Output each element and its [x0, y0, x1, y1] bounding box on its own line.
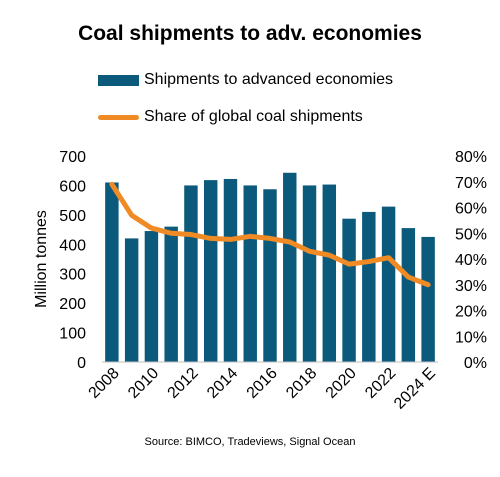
- bar-2011: [164, 226, 178, 362]
- bar-2019: [322, 184, 337, 362]
- legend-label-shipments: Shipments to advanced economies: [144, 71, 394, 88]
- y-tick-right: 20%: [455, 304, 487, 321]
- y-tick-left: 600: [59, 178, 86, 195]
- bar-2022: [381, 206, 396, 362]
- x-tick-label: 2016: [244, 365, 281, 402]
- bar-2017: [283, 172, 297, 362]
- y-tick-right: 40%: [455, 252, 487, 269]
- bar-2009: [124, 238, 139, 362]
- x-tick-label: 2014: [204, 365, 241, 402]
- y-tick-right: 80%: [455, 149, 487, 166]
- legend: Shipments to advanced economies Share of…: [98, 68, 393, 142]
- bar-2008: [105, 182, 119, 362]
- bar-2021: [362, 211, 376, 362]
- y-tick-left: 100: [59, 326, 86, 343]
- y-tick-right: 50%: [455, 226, 487, 243]
- bar-2015: [243, 185, 257, 362]
- chart-title: Coal shipments to adv. economies: [78, 22, 422, 45]
- y-axis-label: Million tonnes: [33, 210, 50, 308]
- y-tick-left: 300: [59, 267, 86, 284]
- y-tick-left: 200: [59, 296, 86, 313]
- y-tick-left: 0: [77, 355, 86, 372]
- bar-2012: [184, 185, 198, 362]
- legend-label-share: Share of global coal shipments: [144, 108, 363, 125]
- legend-swatch-line: [98, 114, 139, 120]
- bar-2013: [203, 180, 218, 362]
- legend-swatch-bar: [98, 74, 139, 86]
- y-tick-left: 500: [59, 208, 86, 225]
- bar-2020: [342, 218, 356, 362]
- bar-2014: [223, 178, 238, 362]
- bar-2024-E: [421, 236, 435, 362]
- y-tick-right: 60%: [455, 201, 487, 218]
- x-tick-label: 2008: [86, 365, 123, 402]
- legend-item-shipments: Shipments to advanced economies: [98, 68, 393, 92]
- x-tick-label: 2022: [362, 365, 399, 402]
- y-tick-left: 700: [59, 149, 86, 166]
- bar-2010: [144, 231, 159, 362]
- y-tick-right: 10%: [455, 329, 487, 346]
- x-tick-label: 2018: [283, 365, 320, 402]
- bar-2018: [302, 185, 317, 362]
- x-tick-label: 2012: [165, 365, 202, 402]
- y-tick-right: 30%: [455, 278, 487, 295]
- y-tick-left: 400: [59, 237, 86, 254]
- bar-2016: [263, 189, 277, 362]
- x-tick-label: 2010: [125, 365, 162, 402]
- source-note: Source: BIMCO, Tradeviews, Signal Ocean: [144, 436, 356, 448]
- legend-item-share: Share of global coal shipments: [98, 105, 393, 129]
- y-tick-right: 0%: [464, 355, 487, 372]
- x-tick-label: 2024 E: [391, 365, 439, 413]
- y-tick-right: 70%: [455, 175, 487, 192]
- bar-2023: [401, 228, 416, 362]
- x-tick-label: 2020: [323, 365, 360, 402]
